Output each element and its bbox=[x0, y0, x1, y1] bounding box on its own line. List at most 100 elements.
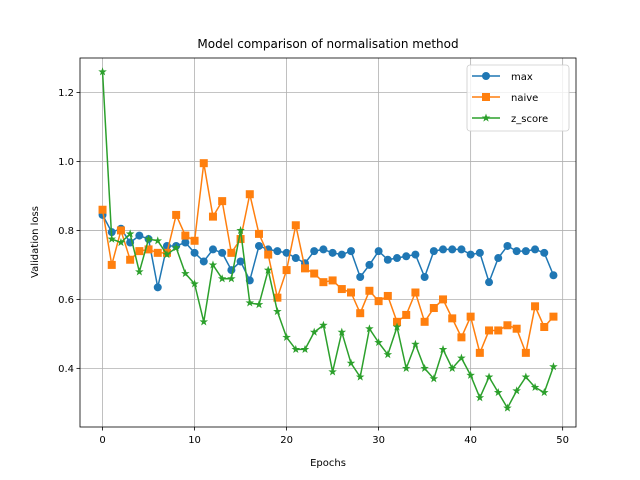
data-point bbox=[466, 250, 475, 259]
y-tick-label: 0.4 bbox=[58, 364, 74, 375]
legend-marker bbox=[481, 113, 491, 122]
data-point bbox=[181, 269, 190, 278]
data-point bbox=[540, 322, 549, 331]
data-point bbox=[199, 257, 208, 266]
data-point bbox=[439, 295, 448, 304]
data-point bbox=[374, 338, 383, 347]
series-line bbox=[101, 71, 555, 409]
x-tick-label: 30 bbox=[372, 435, 385, 446]
data-point bbox=[411, 288, 420, 297]
data-point bbox=[365, 260, 374, 269]
data-point bbox=[107, 260, 116, 269]
data-point bbox=[383, 255, 392, 264]
data-point bbox=[402, 252, 411, 261]
legend-item-z-score: z_score bbox=[472, 113, 548, 125]
data-point bbox=[300, 264, 309, 273]
data-point bbox=[116, 238, 126, 247]
data-point bbox=[494, 254, 503, 263]
data-point bbox=[439, 245, 448, 254]
legend-marker bbox=[482, 72, 490, 80]
data-point bbox=[411, 339, 420, 348]
data-point bbox=[282, 332, 291, 341]
data-point bbox=[438, 344, 448, 354]
data-point bbox=[420, 272, 429, 281]
data-point bbox=[181, 238, 190, 247]
data-point bbox=[227, 274, 236, 283]
data-point bbox=[365, 286, 374, 295]
data-point bbox=[365, 324, 374, 333]
data-point bbox=[190, 236, 199, 245]
data-point bbox=[493, 388, 503, 397]
x-tick-label: 10 bbox=[188, 435, 201, 446]
data-point bbox=[190, 248, 199, 257]
data-point bbox=[116, 226, 125, 235]
data-point bbox=[466, 370, 475, 379]
data-point bbox=[521, 348, 530, 357]
data-point bbox=[208, 245, 217, 254]
data-point bbox=[401, 363, 411, 373]
y-tick-label: 1.2 bbox=[58, 88, 74, 99]
data-point bbox=[98, 205, 107, 214]
data-point bbox=[135, 267, 144, 276]
data-point bbox=[126, 255, 135, 264]
data-point bbox=[208, 260, 218, 269]
data-point bbox=[319, 320, 328, 329]
data-point bbox=[512, 247, 521, 256]
y-tick-label: 0.6 bbox=[58, 295, 74, 306]
series-naive bbox=[98, 159, 558, 357]
x-tick-label: 50 bbox=[556, 435, 569, 446]
series-z-score bbox=[98, 67, 558, 412]
data-point bbox=[264, 250, 273, 259]
data-point bbox=[466, 312, 475, 321]
data-point bbox=[512, 324, 521, 333]
data-point bbox=[208, 212, 217, 221]
data-point bbox=[457, 333, 466, 342]
data-point bbox=[153, 283, 162, 292]
data-point bbox=[337, 285, 346, 294]
data-point bbox=[549, 362, 558, 371]
data-point bbox=[153, 236, 163, 245]
data-point bbox=[172, 210, 181, 219]
data-point bbox=[521, 372, 531, 381]
data-point bbox=[549, 312, 558, 321]
data-point bbox=[485, 278, 494, 287]
data-point bbox=[347, 247, 356, 256]
data-point bbox=[291, 344, 301, 354]
data-point bbox=[475, 348, 484, 357]
data-point bbox=[254, 229, 263, 238]
data-point bbox=[319, 278, 328, 287]
data-point bbox=[475, 248, 484, 257]
data-point bbox=[383, 350, 393, 359]
data-point bbox=[227, 248, 236, 257]
data-point bbox=[512, 386, 521, 395]
plot-area-frame bbox=[79, 57, 577, 428]
data-point bbox=[485, 326, 494, 335]
data-point bbox=[328, 276, 337, 285]
data-point bbox=[392, 322, 402, 331]
data-point bbox=[236, 257, 245, 266]
data-point bbox=[162, 250, 172, 259]
data-point bbox=[273, 293, 282, 302]
data-point bbox=[218, 248, 227, 257]
y-tick-label: 1.0 bbox=[58, 157, 74, 168]
data-point bbox=[135, 247, 144, 256]
data-point bbox=[346, 358, 356, 367]
data-point bbox=[236, 225, 245, 235]
data-point bbox=[540, 248, 549, 257]
series-layer bbox=[98, 67, 558, 412]
data-point bbox=[411, 250, 420, 259]
data-point bbox=[503, 241, 512, 250]
data-point bbox=[310, 269, 319, 278]
data-point bbox=[135, 231, 144, 240]
data-point bbox=[263, 265, 273, 274]
data-point bbox=[356, 272, 365, 281]
data-point bbox=[190, 279, 199, 288]
y-tick-label: 0.8 bbox=[58, 226, 74, 237]
data-point bbox=[429, 247, 438, 256]
x-tick-label: 40 bbox=[464, 435, 477, 446]
data-point bbox=[199, 159, 208, 168]
legend-label: z_score bbox=[511, 114, 548, 125]
data-point bbox=[420, 363, 429, 373]
data-point bbox=[429, 304, 438, 313]
data-point bbox=[475, 393, 485, 402]
